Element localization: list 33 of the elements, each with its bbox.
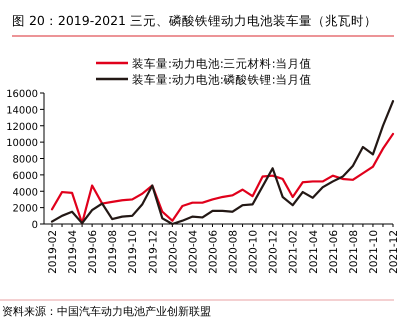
x-tick-label: 2020-12: [268, 230, 280, 274]
y-tick-label: 0: [32, 220, 38, 231]
legend-label: 装车量:动力电池:磷酸铁锂:当月值: [132, 72, 312, 86]
y-tick-label: 10000: [6, 138, 38, 150]
y-tick-label: 16000: [6, 89, 38, 100]
y-tick-label: 8000: [12, 154, 38, 166]
y-tick-label: 14000: [6, 105, 38, 116]
line-series: [50, 132, 394, 224]
x-tick-label: 2019-06: [87, 230, 100, 274]
text: 资料来源：中国汽车动力电池产业创新联盟: [2, 305, 211, 318]
x-tick-label: 2019-08: [107, 230, 120, 274]
x-tick-label: 2021-02: [288, 230, 300, 274]
x-tick-label: 2021-04: [308, 230, 320, 274]
y-tick-label: 6000: [12, 170, 38, 182]
x-tick-label: 2019-12: [147, 230, 160, 274]
x-tick-label: 2020-02: [167, 230, 180, 274]
x-tick-label: 2021-10: [368, 230, 380, 274]
x-tick-label: 2019-10: [127, 230, 140, 274]
y-tick-label: 2000: [12, 204, 38, 215]
x-tick-label: 2021-06: [328, 230, 340, 274]
x-tick-label: 2020-10: [248, 230, 260, 274]
x-tick-label: 2019-04: [67, 230, 80, 274]
x-tick-label: 2021-12: [388, 230, 400, 274]
x-tick-label: 2020-08: [228, 230, 240, 274]
x-tick-label: 2020-06: [207, 230, 220, 274]
y-tick-label: 12000: [6, 122, 38, 133]
x-tick-label: 2019-02: [47, 230, 59, 274]
legend-label: 装车量:动力电池:三元材料:当月值: [132, 56, 312, 70]
chart-title: 图 20：2019-2021 三元、磷酸铁锂动力电池装车量（兆瓦时）: [12, 13, 377, 28]
y-tick-label: 4000: [12, 187, 38, 198]
line-series: [50, 100, 394, 226]
x-tick-label: 2020-04: [187, 230, 200, 274]
x-tick-label: 2021-08: [348, 230, 360, 274]
